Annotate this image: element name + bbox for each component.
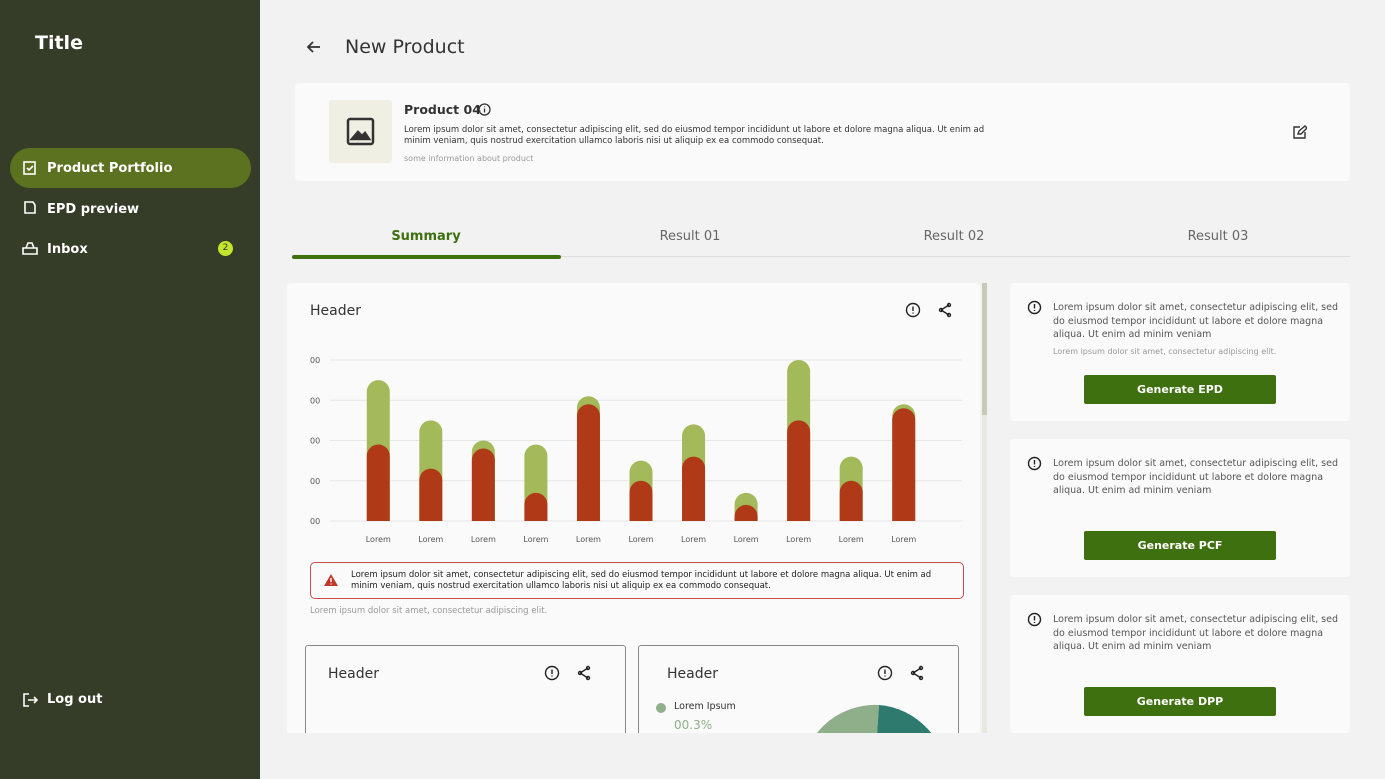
x-tick-label: Lorem bbox=[523, 535, 548, 544]
page-title: New Product bbox=[345, 36, 465, 58]
product-info: some information about product bbox=[404, 154, 534, 163]
tab[interactable]: Result 01 bbox=[659, 229, 721, 244]
app-title: Title bbox=[35, 32, 83, 54]
bar bbox=[682, 456, 706, 521]
tab[interactable]: Summary bbox=[391, 229, 461, 244]
bar bbox=[839, 480, 863, 521]
bar bbox=[629, 480, 653, 521]
logout[interactable]: Log out bbox=[47, 692, 103, 707]
scrollbar[interactable] bbox=[982, 283, 987, 733]
logout-icon bbox=[23, 693, 38, 707]
alert-icon bbox=[324, 574, 338, 586]
bar bbox=[524, 492, 548, 521]
x-tick-label: Lorem bbox=[576, 535, 601, 544]
small-card: Header bbox=[305, 645, 626, 733]
side-card-note: Lorem ipsum dolor sit amet, consectetur … bbox=[1053, 347, 1277, 356]
card-actions[interactable] bbox=[877, 665, 927, 681]
x-tick-label: Lorem bbox=[786, 535, 811, 544]
bar bbox=[419, 468, 443, 521]
product-description: Lorem ipsum dolor sit amet, consectetur … bbox=[404, 125, 985, 146]
product-card: Product 04 Lorem ipsum dolor sit amet, c… bbox=[295, 83, 1350, 181]
nav-item[interactable]: EPD preview bbox=[47, 201, 140, 217]
edit-button[interactable] bbox=[1293, 125, 1307, 139]
tab[interactable]: Result 02 bbox=[923, 229, 985, 244]
legend-value: 00.3% bbox=[674, 718, 713, 732]
y-tick-label: 00 bbox=[310, 437, 320, 446]
small-card: Header Lorem Ipsum 00.3% bbox=[638, 645, 959, 733]
side-card: Lorem ipsum dolor sit amet, consectetur … bbox=[1010, 439, 1350, 577]
card-actions[interactable] bbox=[905, 302, 955, 318]
x-tick-label: Lorem bbox=[471, 535, 496, 544]
card-header: Header bbox=[310, 303, 361, 319]
x-tick-label: Lorem bbox=[681, 535, 706, 544]
bar bbox=[734, 504, 758, 521]
product-name: Product 04 bbox=[404, 102, 481, 117]
button[interactable]: Generate PCF bbox=[1084, 531, 1276, 560]
tab[interactable]: Result 03 bbox=[1187, 229, 1249, 244]
y-tick-label: 00 bbox=[310, 517, 320, 526]
side-card-text: Lorem ipsum dolor sit amet, consectetur … bbox=[1053, 614, 1338, 652]
x-tick-label: Lorem bbox=[839, 535, 864, 544]
side-card-text: Lorem ipsum dolor sit amet, consectetur … bbox=[1053, 458, 1338, 496]
legend-swatch bbox=[656, 703, 666, 713]
button[interactable]: Generate DPP bbox=[1084, 687, 1276, 716]
card-actions[interactable] bbox=[544, 665, 594, 681]
product-image bbox=[329, 100, 392, 163]
back-button[interactable] bbox=[306, 39, 322, 55]
alert-text: Lorem ipsum dolor sit amet, consectetur … bbox=[351, 570, 932, 591]
card-header: Header bbox=[667, 666, 718, 682]
x-tick-label: Lorem bbox=[418, 535, 443, 544]
nav-item[interactable]: Inbox bbox=[47, 241, 88, 257]
nav-icons bbox=[22, 161, 38, 255]
alert: Lorem ipsum dolor sit amet, consectetur … bbox=[310, 562, 964, 599]
button[interactable]: Generate EPD bbox=[1084, 375, 1276, 404]
y-tick-label: 00 bbox=[310, 356, 320, 365]
sidebar: Title Product Portfolio EPD preview Inbo… bbox=[0, 0, 260, 779]
bar bbox=[366, 444, 390, 521]
badge: 2 bbox=[218, 241, 233, 256]
side-card-text: Lorem ipsum dolor sit amet, consectetur … bbox=[1053, 302, 1338, 340]
y-tick-label: 00 bbox=[310, 477, 320, 486]
bar bbox=[892, 408, 916, 521]
side-card: Lorem ipsum dolor sit amet, consectetur … bbox=[1010, 283, 1350, 421]
bar bbox=[787, 420, 811, 521]
bar bbox=[576, 404, 600, 521]
active-tab-indicator bbox=[292, 255, 561, 259]
card-header: Header bbox=[328, 666, 379, 682]
info-icon[interactable] bbox=[478, 103, 491, 116]
note: Lorem ipsum dolor sit amet, consectetur … bbox=[310, 606, 548, 616]
bar bbox=[471, 448, 495, 521]
x-tick-label: Lorem bbox=[734, 535, 759, 544]
y-tick-label: 00 bbox=[310, 396, 320, 405]
pie-preview bbox=[816, 704, 932, 733]
x-tick-label: Lorem bbox=[891, 535, 916, 544]
x-tick-label: Lorem bbox=[366, 535, 391, 544]
bar-chart: 00 00 00 00 00 Lorem Lorem Lorem Lorem Lorem Lorem… bbox=[310, 356, 962, 544]
legend-label: Lorem Ipsum bbox=[674, 701, 736, 712]
summary-card: Header 00 00 00 00 00 Lorem Lorem Lorem Lorem Lor… bbox=[287, 283, 980, 733]
nav-item[interactable]: Product Portfolio bbox=[10, 148, 251, 188]
x-tick-label: Lorem bbox=[628, 535, 653, 544]
side-card: Lorem ipsum dolor sit amet, consectetur … bbox=[1010, 595, 1350, 733]
